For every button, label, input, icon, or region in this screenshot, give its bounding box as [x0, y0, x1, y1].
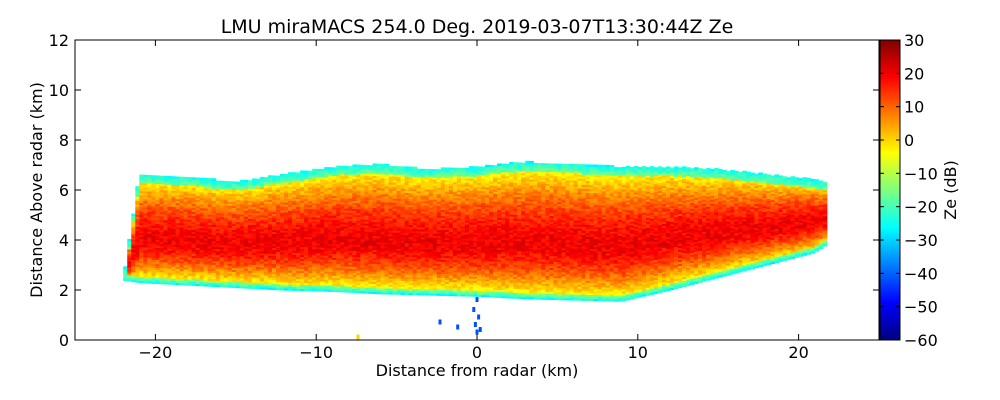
x-axis-label: Distance from radar (km) [376, 361, 579, 380]
clutter-point [478, 327, 482, 332]
chart-title: LMU miraMACS 254.0 Deg. 2019-03-07T13:30… [221, 16, 734, 38]
x-tick-label: −10 [299, 343, 333, 362]
clutter-point [477, 314, 481, 320]
colorbar-tick-label: −30 [904, 231, 938, 250]
clutter-point [473, 322, 477, 327]
colorbar-label: Ze (dB) [941, 160, 960, 220]
y-tick-label: 2 [59, 281, 69, 300]
clutter-point [456, 324, 460, 330]
colorbar-tick-label: 0 [904, 131, 914, 150]
colorbar [879, 39, 901, 341]
x-tick-label: 0 [472, 343, 482, 362]
y-tick-label: 12 [49, 31, 69, 50]
x-tick-label: −20 [139, 343, 173, 362]
clutter-point [356, 334, 360, 340]
colorbar-ticks: 30 20 10 0 −10 −20 −30 −40 −50 −60 [880, 31, 938, 350]
y-axis-label: Distance Above radar (km) [27, 82, 46, 298]
clutter-point [475, 297, 479, 302]
colorbar-tick-label: 10 [904, 98, 924, 117]
colorbar-tick-label: −60 [904, 331, 938, 350]
x-axis: −20 −10 0 10 20 [139, 40, 809, 362]
plot-area [123, 160, 828, 340]
x-tick-label: 10 [628, 343, 648, 362]
y-axis: 0 2 4 6 8 10 12 [49, 31, 879, 350]
y-tick-label: 8 [59, 131, 69, 150]
colorbar-tick-label: −10 [904, 164, 938, 183]
y-tick-label: 4 [59, 231, 69, 250]
clutter-point [472, 307, 476, 312]
clutter-point [475, 329, 479, 335]
colorbar-tick-label: 20 [904, 64, 924, 83]
colorbar-tick-label: −20 [904, 198, 938, 217]
clutter-point [438, 319, 442, 325]
y-tick-label: 0 [59, 331, 69, 350]
colorbar-tick-label: −50 [904, 298, 938, 317]
x-tick-label: 20 [788, 343, 808, 362]
y-tick-label: 6 [59, 181, 69, 200]
colorbar-tick-label: 30 [904, 31, 924, 50]
y-tick-label: 10 [49, 81, 69, 100]
colorbar-tick-label: −40 [904, 264, 938, 283]
